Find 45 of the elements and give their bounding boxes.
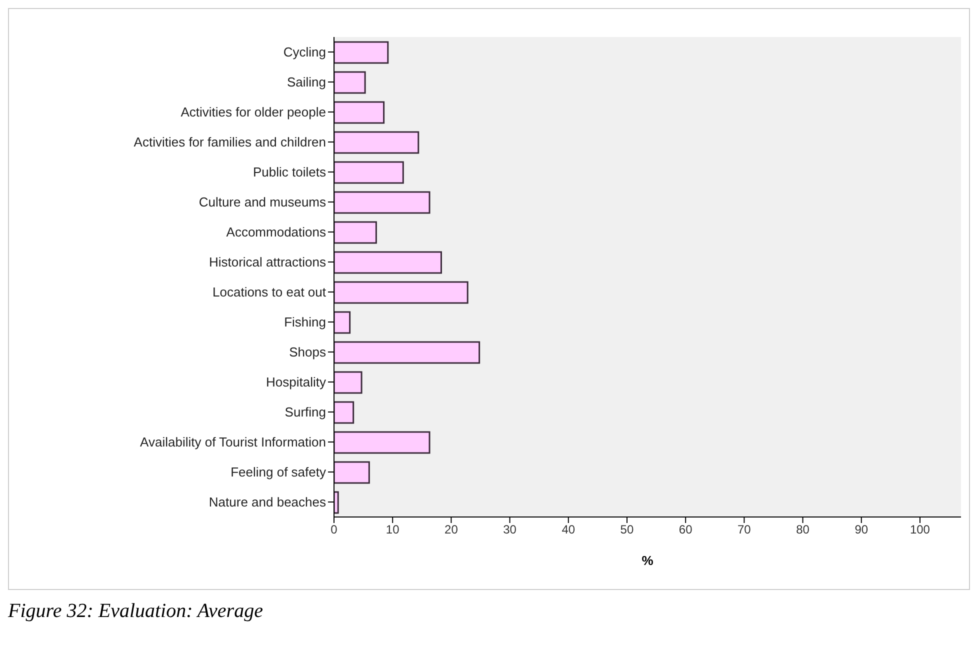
y-tick-label: Culture and museums — [198, 194, 326, 210]
bar — [334, 341, 480, 364]
bar — [334, 71, 366, 94]
y-tick-label: Surfing — [284, 404, 326, 420]
y-tick-label: Nature and beaches — [208, 494, 326, 510]
bar — [334, 41, 389, 64]
x-tick-label: 60 — [678, 522, 693, 537]
bar — [334, 371, 362, 394]
x-tick-label: 50 — [620, 522, 634, 537]
x-tick-label: 100 — [910, 522, 930, 537]
x-tick-label: 40 — [562, 522, 576, 537]
y-tick-label: Sailing — [286, 74, 326, 90]
bar — [334, 281, 468, 304]
x-tick-label: 30 — [503, 522, 517, 537]
x-tick-label: 0 — [330, 522, 338, 537]
bar — [334, 491, 339, 514]
bar — [334, 251, 442, 274]
bar — [334, 431, 430, 454]
bar — [334, 161, 404, 184]
x-tick-label: 70 — [738, 522, 752, 537]
y-tick-label: Fishing — [284, 314, 326, 330]
y-tick-label: Public toilets — [253, 164, 326, 180]
y-tick-label: Accommodations — [226, 224, 326, 240]
x-axis-title: % — [642, 553, 654, 568]
bar — [334, 401, 354, 424]
x-tick-label: 80 — [796, 522, 810, 537]
bar — [334, 461, 370, 484]
y-tick-label: Hospitality — [266, 374, 326, 390]
y-tick-label: Shops — [289, 344, 326, 360]
x-tick-label: 90 — [854, 522, 868, 537]
caption: Figure 32: Evaluation: Average — [8, 600, 264, 623]
y-tick-label: Activities for families and children — [134, 134, 326, 150]
y-tick-label: Feeling of safety — [230, 464, 326, 480]
x-tick-label: 20 — [444, 522, 458, 537]
bar — [334, 221, 377, 244]
y-tick-label: Availability of Tourist Information — [140, 434, 326, 450]
y-tick-label: Activities for older people — [180, 104, 326, 120]
bar — [334, 131, 420, 154]
bar — [334, 101, 385, 124]
bar — [334, 311, 351, 334]
x-tick-label: 10 — [386, 522, 400, 537]
y-tick-label: Cycling — [283, 44, 326, 60]
y-tick-label: Locations to eat out — [212, 284, 326, 300]
y-tick-label: Historical attractions — [208, 254, 326, 270]
bar — [334, 191, 430, 214]
